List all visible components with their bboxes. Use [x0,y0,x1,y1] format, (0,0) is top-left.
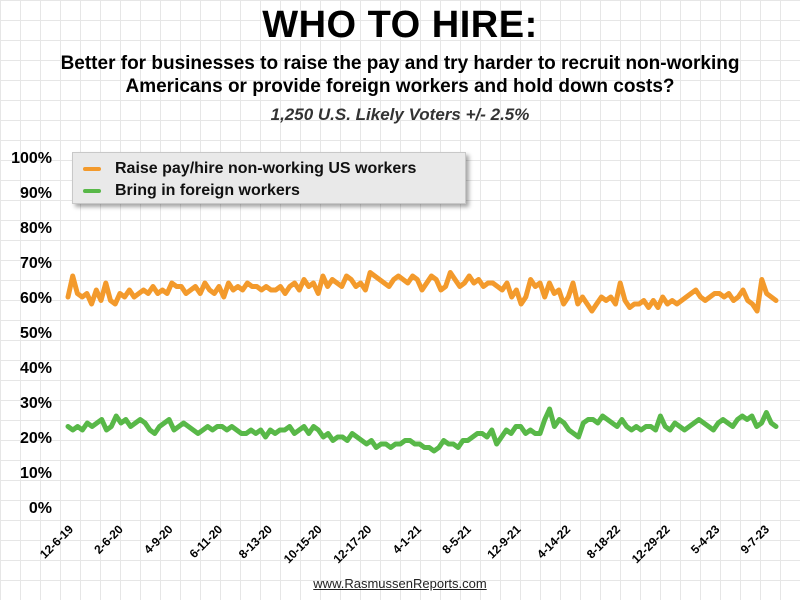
source-footer: www.RasmussenReports.com [313,576,487,591]
legend-item-foreign-workers: Bring in foreign workers [83,180,300,202]
y-tick-label: 60% [20,290,52,307]
legend-label-foreign-workers: Bring in foreign workers [115,182,300,199]
x-tick-label: 10-15-20 [281,522,325,566]
legend-item-raise-pay: Raise pay/hire non-working US workers [83,158,416,180]
chart-legend: Raise pay/hire non-working US workers Br… [72,152,466,204]
x-tick-label: 8-18-22 [584,522,623,561]
x-tick-label: 9-7-23 [738,522,773,557]
y-tick-label: 100% [11,150,52,167]
x-tick-label: 12-9-21 [484,522,523,561]
y-axis: 0% 10% 20% 30% 40% 50% 60% 70% 80% 90% 100% [11,150,52,517]
x-tick-label: 5-4-23 [688,522,723,557]
series-line-foreign-workers [65,406,779,454]
y-tick-label: 50% [20,325,52,342]
x-tick-label: 4-1-21 [390,522,425,557]
x-tick-label: 12-29-22 [629,522,673,566]
x-tick-label: 6-11-20 [187,522,226,561]
legend-swatch-orange [83,167,101,171]
y-tick-label: 20% [20,430,52,447]
y-tick-label: 0% [29,500,52,517]
x-tick-label: 4-9-20 [141,522,176,557]
y-tick-label: 10% [20,465,52,482]
legend-swatch-green [83,189,101,193]
x-tick-label: 8-13-20 [236,522,275,561]
y-tick-label: 70% [20,255,52,272]
x-tick-label: 12-6-19 [37,522,76,561]
x-tick-label: 12-17-20 [331,522,375,566]
series-lines [65,270,779,454]
y-tick-label: 40% [20,360,52,377]
chart-subtitle: Better for businesses to raise the pay a… [60,53,740,97]
y-tick-label: 90% [20,185,52,202]
y-tick-label: 80% [20,220,52,237]
x-tick-label: 4-14-22 [534,522,573,561]
series-line-raise-pay [65,270,779,314]
sample-note: 1,250 U.S. Likely Voters +/- 2.5% [270,105,530,124]
x-axis: 12-6-19 2-6-20 4-9-20 6-11-20 8-13-20 10-15-2… [37,522,772,566]
x-tick-label: 8-5-21 [439,522,474,557]
x-tick-label: 2-6-20 [91,522,126,557]
y-tick-label: 30% [20,395,52,412]
legend-label-raise-pay: Raise pay/hire non-working US workers [115,160,417,177]
chart-title: WHO TO HIRE: [262,4,538,46]
